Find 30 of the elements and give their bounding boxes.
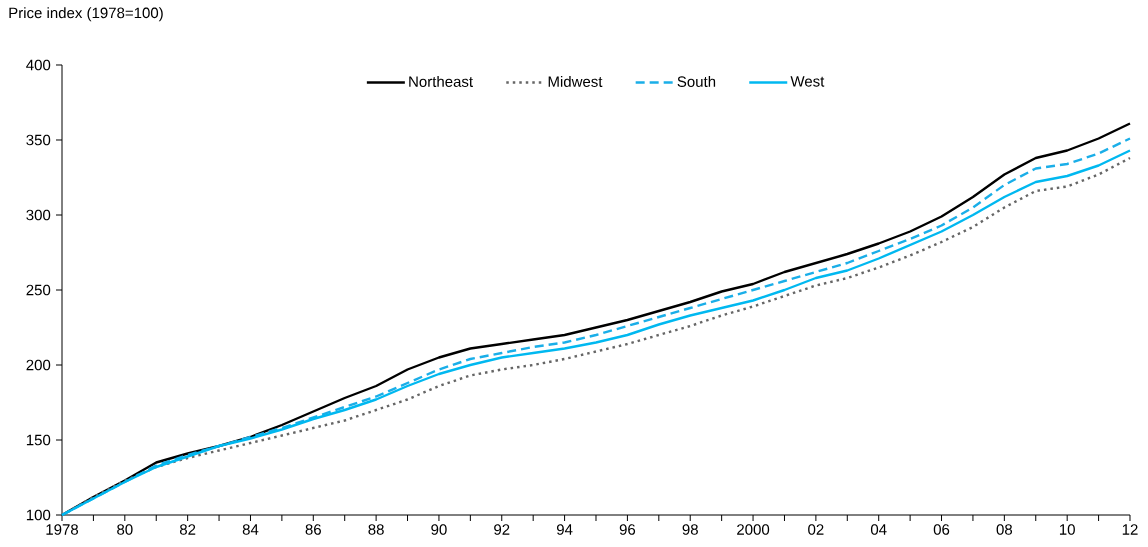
x-tick-label: 80 [117, 524, 133, 535]
y-tick-label: 200 [26, 359, 51, 371]
x-tick-label: 98 [682, 524, 698, 535]
y-tick-label: 150 [26, 434, 51, 446]
x-tick-label: 90 [431, 524, 447, 535]
y-tick-label: 250 [26, 284, 51, 296]
y-tick-label: 100 [26, 509, 51, 521]
x-tick-label: 02 [808, 524, 824, 535]
legend-label: South [677, 75, 716, 87]
x-tick-label: 04 [870, 524, 887, 535]
y-tick-label: 300 [26, 209, 51, 221]
x-tick-label: 06 [933, 524, 950, 535]
y-tick-label: 400 [26, 59, 51, 71]
x-tick-label: 86 [305, 524, 321, 535]
x-tick-label: 08 [996, 524, 1013, 535]
x-tick-label: 2000 [737, 524, 770, 535]
x-tick-label: 92 [494, 524, 510, 535]
x-tick-label: 96 [619, 524, 636, 535]
x-tick-label: 12 [1122, 524, 1138, 535]
x-tick-label: 1978 [46, 524, 79, 535]
x-tick-label: 84 [242, 524, 259, 535]
x-tick-label: 94 [556, 524, 573, 535]
legend-label: Midwest [548, 75, 603, 87]
y-axis-title: Price index (1978=100) [9, 7, 163, 22]
x-tick-label: 10 [1059, 524, 1075, 535]
legend-label: Northeast [409, 75, 473, 87]
y-tick-label: 350 [26, 134, 51, 146]
legend-label: West [790, 76, 825, 87]
x-tick-label: 82 [179, 524, 196, 535]
x-tick-label: 88 [368, 524, 384, 535]
